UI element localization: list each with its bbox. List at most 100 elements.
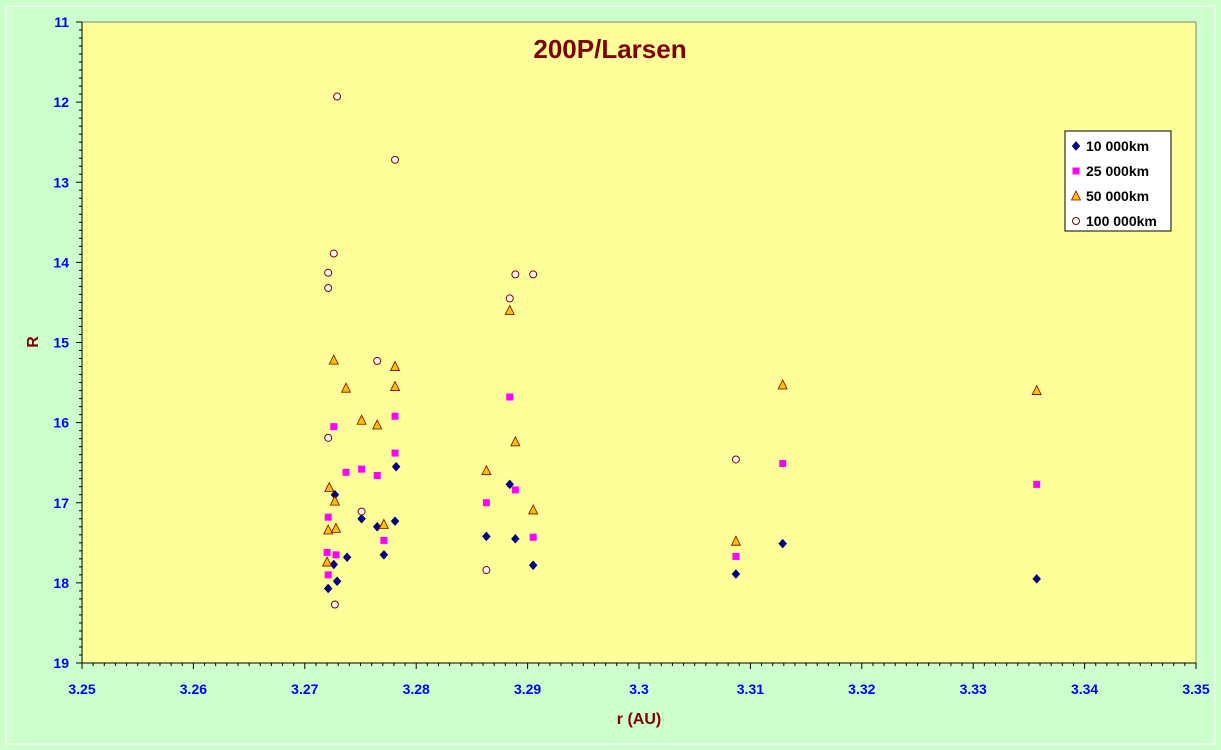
chart-title: 200P/Larsen [533,34,686,64]
data-point-square [324,513,332,521]
data-point-triangle [504,304,515,315]
plot-area [81,21,1197,664]
data-point-triangle [329,495,341,506]
data-point-diamond [323,583,333,594]
data-point-triangle [328,354,339,365]
x-tick-label: 3.28 [403,681,430,697]
data-point-triangle [330,522,342,533]
data-point-square [342,468,350,476]
data-point-square [391,449,399,457]
data-points [321,92,1042,609]
y-tick-label: 11 [54,14,69,30]
data-point-circle [731,455,740,464]
data-point-triangle [510,435,521,447]
legend-marker-triangle [1070,190,1082,201]
y-tick-label: 18 [53,575,69,591]
data-point-diamond [731,569,741,579]
data-point-diamond [505,479,515,490]
data-point-triangle [777,379,788,390]
data-point-square [323,548,331,556]
data-point-circle [529,270,538,279]
data-point-diamond [390,516,400,527]
data-point-square [482,499,490,507]
data-point-square [506,393,514,401]
data-point-square [529,533,537,541]
data-point-square [1033,480,1041,488]
legend-label: 10 000km [1086,138,1149,154]
data-point-triangle [372,419,383,430]
data-point-diamond [342,552,352,563]
data-point-diamond [379,549,389,560]
data-point-diamond [329,559,339,570]
data-point-triangle [321,556,333,567]
data-point-diamond [482,531,491,542]
x-tick-label: 3.32 [848,681,875,697]
data-point-diamond [372,521,382,532]
data-point-circle [505,294,514,303]
series-triangle [321,304,1042,567]
data-point-triangle [730,535,742,546]
x-tick-label: 3.25 [68,681,95,697]
legend-marker-circle [1072,217,1080,225]
series-diamond [323,461,1042,594]
data-point-triangle [481,464,492,476]
data-point-circle [357,507,366,516]
data-point-square [332,551,340,559]
data-point-diamond [778,538,788,549]
data-point-square [511,486,519,494]
x-tick-label: 3.3 [629,681,649,697]
data-point-diamond [528,560,538,571]
data-point-circle [373,356,382,365]
series-circle [324,92,740,609]
data-point-triangle [378,518,390,529]
y-tick-label: 17 [53,495,69,511]
data-point-square [358,465,366,473]
data-point-circle [324,284,333,293]
y-tick-label: 19 [53,655,69,671]
data-point-circle [324,268,333,277]
data-point-circle [333,92,342,101]
data-point-triangle [324,481,335,492]
legend-label: 100 000km [1086,213,1157,229]
data-point-triangle [389,380,401,391]
x-tick-label: 3.34 [1071,681,1098,697]
y-tick-label: 14 [53,254,69,270]
data-point-diamond [332,576,342,587]
y-tick-label: 15 [53,335,69,351]
x-axis-title: r (AU) [617,711,661,728]
y-axis-title: R [25,336,42,348]
data-point-triangle [389,360,401,371]
data-point-diamond [1032,573,1042,584]
y-tick-label: 16 [53,415,69,431]
legend-marker-square [1072,167,1080,175]
data-point-square [380,536,388,544]
data-point-square [732,552,740,560]
data-point-circle [329,249,338,258]
data-point-square [779,459,787,467]
data-point-square [373,472,381,480]
data-point-circle [511,270,520,279]
data-point-triangle [528,504,539,515]
data-point-square [391,412,399,420]
x-tick-label: 3.31 [737,681,764,697]
x-tick-label: 3.27 [291,681,318,697]
legend-label: 25 000km [1086,163,1149,179]
x-tick-label: 3.26 [180,681,207,697]
data-point-circle [391,155,400,164]
data-point-square [330,423,338,431]
data-point-diamond [511,533,520,544]
data-point-triangle [356,414,367,425]
x-tick-label: 3.29 [514,681,541,697]
data-point-square [324,571,332,579]
data-point-circle [324,433,333,442]
y-tick-label: 12 [53,94,69,110]
legend: 10 000km 25 000km 50 000km 100 000km [1064,130,1172,232]
legend-label: 50 000km [1086,188,1149,204]
legend-marker-diamond [1071,141,1081,151]
y-tick-label: 13 [53,174,69,190]
data-point-triangle [340,382,352,393]
legend-box [1064,130,1172,232]
x-tick-label: 3.35 [1182,681,1209,697]
